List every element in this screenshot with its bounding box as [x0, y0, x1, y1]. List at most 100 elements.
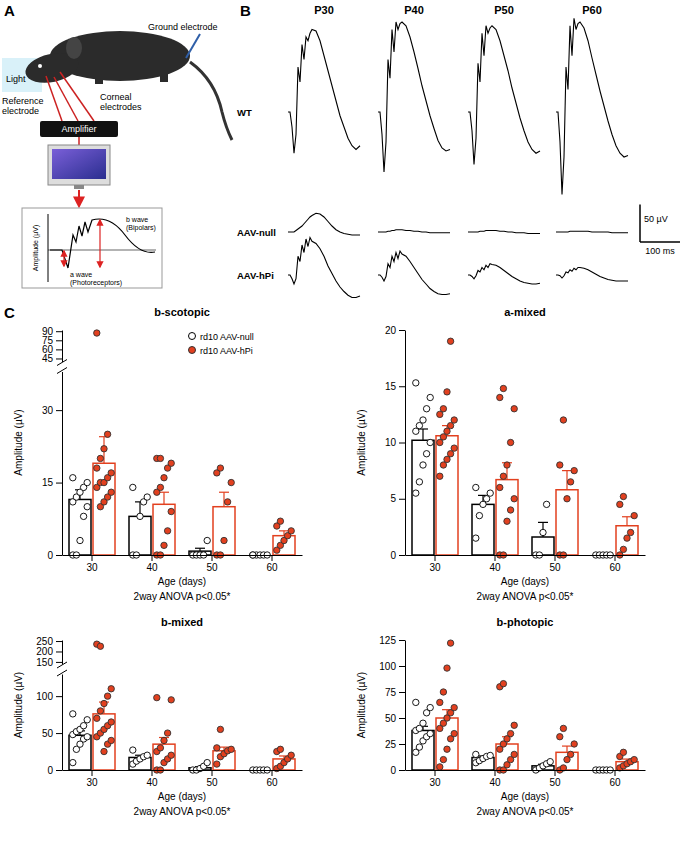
legend-label: rd10 AAV-hPi — [200, 346, 253, 356]
annotation: 2way ANOVA p<0.05* — [477, 591, 574, 602]
error-cap — [562, 470, 572, 471]
y-axis-tick-label: 15 — [42, 477, 54, 488]
x-axis-line — [406, 770, 646, 771]
data-point — [473, 535, 479, 541]
y-axis-tick-label: 25 — [385, 739, 397, 750]
data-point — [84, 717, 90, 723]
data-point — [423, 451, 429, 457]
y-axis-tick: 100 — [36, 691, 62, 702]
y-axis-tick-label: 15 — [385, 381, 397, 392]
mouse-tail — [190, 62, 232, 140]
bar — [213, 751, 235, 770]
a-wave-arrow — [63, 251, 64, 266]
y-axis-tick-label: 50 — [385, 713, 397, 724]
electrode-wire — [46, 76, 62, 121]
data-point — [620, 493, 626, 499]
y-axis-tick: 75 — [385, 687, 405, 698]
legend: rd10 AAV-nullrd10 AAV-hPi — [189, 332, 254, 356]
erg-trace — [378, 251, 450, 295]
diagram-label: a wave — [70, 271, 92, 278]
x-axis-tick-label: 30 — [86, 777, 98, 788]
data-point — [540, 529, 546, 535]
data-point — [627, 529, 633, 535]
y-axis-upper-tick-mark — [56, 641, 62, 642]
data-point — [144, 494, 150, 500]
error-cap — [219, 492, 229, 493]
y-axis-upper-tick-label: 90 — [42, 326, 54, 337]
axis-break — [57, 662, 67, 668]
x-axis-tick-mark — [92, 555, 93, 561]
x-axis-line — [63, 555, 303, 556]
bar — [153, 744, 175, 770]
x-axis-tick-label: 60 — [609, 562, 621, 573]
x-axis-tick: 50 — [206, 770, 218, 788]
y-axis-upper-tick-label: 250 — [36, 636, 53, 647]
data-point — [547, 758, 553, 764]
data-point — [440, 756, 446, 762]
x-axis-tick-label: 50 — [549, 777, 561, 788]
bar — [556, 490, 578, 555]
diagram-label: (Photoreceptors) — [70, 279, 122, 287]
axis-break — [57, 360, 67, 366]
y-axis-tick-mark — [399, 666, 405, 667]
y-axis-tick-mark — [399, 718, 405, 719]
data-point — [161, 475, 167, 481]
y-axis-tick: 125 — [379, 635, 405, 646]
background — [0, 0, 685, 855]
data-point — [511, 722, 517, 728]
bar — [472, 504, 494, 555]
data-point — [507, 439, 513, 445]
bar — [412, 730, 434, 770]
data-point — [84, 734, 90, 740]
data-point — [451, 704, 457, 710]
data-point — [108, 470, 114, 476]
x-axis-tick-mark — [272, 770, 273, 776]
y-axis-tick-label: 30 — [42, 405, 54, 416]
y-axis-upper-tick-label: 150 — [36, 657, 53, 668]
diagram-label: Reference — [2, 96, 44, 106]
data-point — [108, 737, 114, 743]
data-point — [451, 417, 457, 423]
error-line — [566, 746, 567, 752]
y-axis-tick: 50 — [385, 713, 405, 724]
legend-marker — [189, 347, 196, 354]
erg-trace — [468, 231, 540, 234]
data-point — [557, 462, 563, 468]
y-axis-tick-mark — [56, 555, 62, 556]
x-axis-tick-mark — [212, 770, 213, 776]
data-point — [420, 720, 426, 726]
error-line — [626, 517, 627, 526]
x-axis-tick-mark — [555, 770, 556, 776]
figure: ABCGround electrodeLightReferenceelectro… — [0, 0, 685, 855]
data-point — [80, 513, 86, 519]
x-axis-tick-mark — [615, 770, 616, 776]
data-point — [560, 417, 566, 423]
y-axis-upper-tick: 250 — [36, 636, 62, 647]
x-axis-tick: 60 — [266, 770, 278, 788]
data-point — [413, 490, 419, 496]
y-axis-tick-label: 0 — [47, 765, 53, 776]
panel-a: Ground electrodeLightReferenceelectrodeC… — [2, 22, 232, 288]
data-point — [427, 730, 433, 736]
data-point — [437, 699, 443, 705]
y-axis-upper: 150200250 — [36, 636, 62, 668]
y-axis-title: Amplitude (µV) — [13, 672, 24, 738]
data-point — [451, 445, 457, 451]
column-label: P30 — [314, 4, 334, 16]
erg-trace — [378, 230, 450, 233]
y-axis: 05101520 — [385, 325, 406, 561]
data-point — [631, 512, 637, 518]
panel-label: A — [4, 2, 15, 19]
y-axis-title: Amplitude (µV) — [356, 409, 367, 475]
y-axis-tick-label: 100 — [36, 691, 53, 702]
x-axis-title: Age (days) — [501, 576, 549, 587]
mouse-leg — [95, 76, 103, 84]
x-axis-tick: 40 — [489, 770, 501, 788]
y-axis-title: Amplitude (µV) — [356, 672, 367, 738]
data-point — [101, 446, 107, 452]
x-axis-title: Age (days) — [158, 791, 206, 802]
data-point — [217, 465, 223, 471]
data-point — [571, 467, 577, 473]
y-axis-tick-mark — [399, 770, 405, 771]
column-label: P40 — [404, 4, 424, 16]
